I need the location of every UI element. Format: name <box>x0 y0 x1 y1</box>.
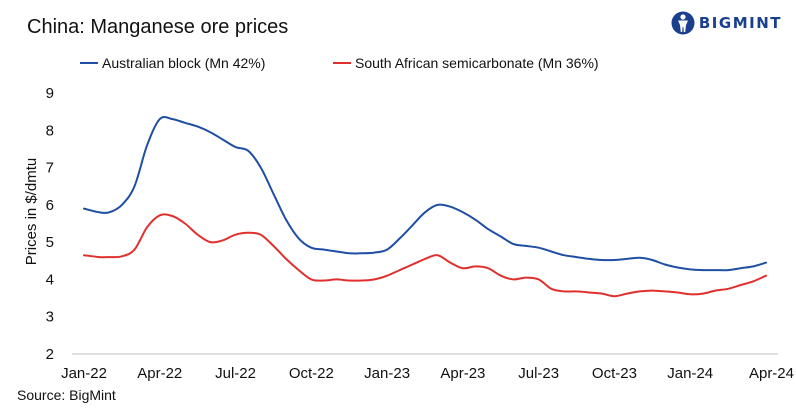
y-tick-label: 3 <box>46 309 54 326</box>
chart-axes: 2 3 4 5 6 7 8 9 Jan-22 Apr-22 Jul-22 Oct-22 Jan-23 Ap… <box>23 85 794 382</box>
brand-logo: BIGMINT <box>671 10 782 36</box>
x-tick-label: Apr-23 <box>440 365 485 382</box>
person-icon <box>671 11 695 35</box>
chart-series <box>83 116 767 298</box>
y-tick-label: 7 <box>46 160 54 177</box>
brand-name: BIGMINT <box>698 14 782 32</box>
legend-entry: South African semicarbonate (Mn 36%) <box>355 55 599 71</box>
y-tick-label: 8 <box>46 122 54 139</box>
y-tick-label: 6 <box>46 197 54 214</box>
y-axis-label: Prices in $/dmtu <box>23 158 40 266</box>
y-tick-label: 2 <box>46 346 54 363</box>
y-tick-label: 5 <box>46 234 54 251</box>
x-tick-label: Apr-22 <box>137 365 182 382</box>
x-tick-label: Jul-23 <box>518 365 559 382</box>
x-tick-label: Jan-24 <box>667 365 713 382</box>
chart-legend: Australian block (Mn 42%) South African s… <box>80 55 599 71</box>
y-tick-label: 9 <box>46 85 54 102</box>
source-note: Source: BigMint <box>17 387 116 403</box>
chart-title: China: Manganese ore prices <box>27 16 289 38</box>
series-line-south-african-semicarbonate <box>83 213 767 298</box>
x-tick-label: Jan-23 <box>364 365 410 382</box>
x-tick-label: Jul-22 <box>215 365 256 382</box>
legend-entry: Australian block (Mn 42%) <box>102 55 265 71</box>
series-line-australian-block <box>83 116 767 272</box>
y-tick-label: 4 <box>46 271 54 288</box>
x-tick-label: Apr-24 <box>749 365 794 382</box>
x-tick-label: Jan-22 <box>61 365 107 382</box>
x-tick-label: Oct-22 <box>289 365 334 382</box>
x-tick-label: Oct-23 <box>592 365 637 382</box>
